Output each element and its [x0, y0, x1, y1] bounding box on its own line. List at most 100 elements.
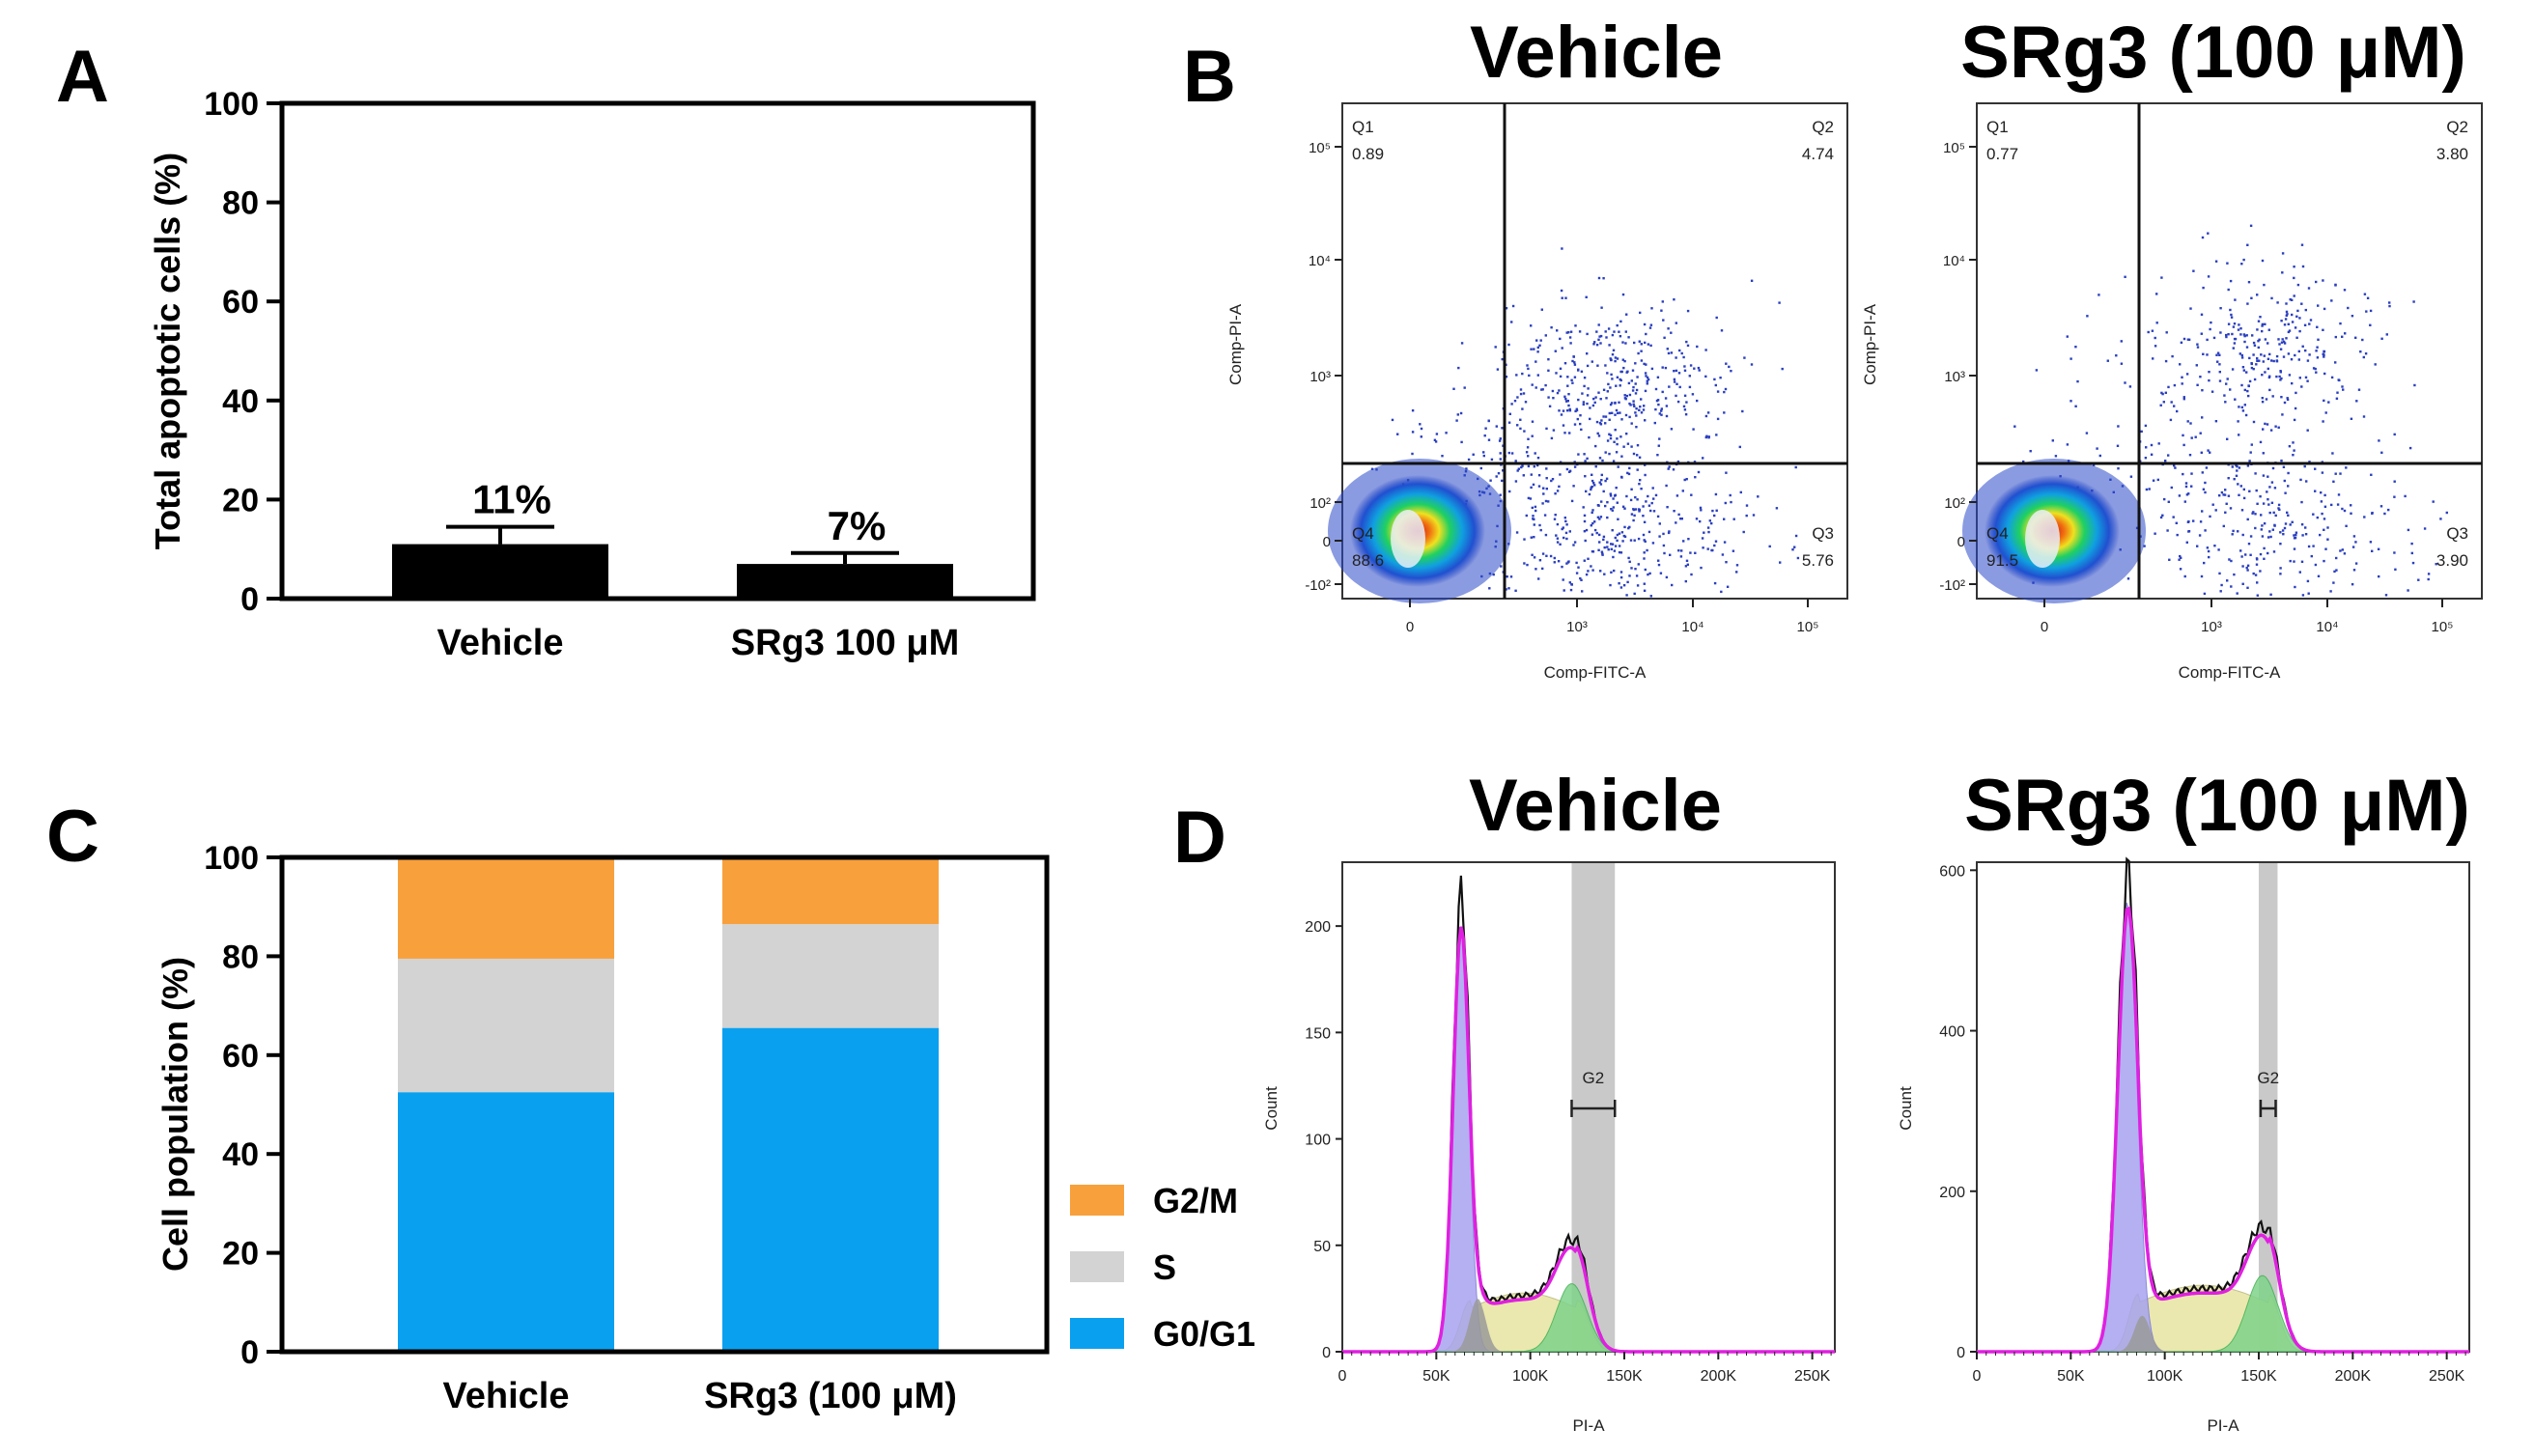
event-dot — [2254, 526, 2257, 530]
event-dot — [1649, 509, 1652, 513]
event-dot — [1552, 397, 1555, 400]
event-dot — [2359, 350, 2362, 353]
event-dot — [2124, 275, 2126, 278]
event-dot — [1720, 590, 1723, 594]
event-dot — [1435, 433, 1439, 435]
event-dot — [1618, 532, 1621, 535]
event-dot — [2287, 352, 2291, 355]
event-dot — [2216, 351, 2220, 354]
y-tick-label: 80 — [222, 185, 259, 222]
event-dot — [1565, 523, 1568, 526]
event-dot — [2330, 376, 2334, 379]
density-hole — [2025, 510, 2060, 568]
event-dot — [1614, 429, 1617, 432]
event-dot — [2304, 533, 2308, 536]
event-dot — [2326, 538, 2329, 541]
event-dot — [1628, 466, 1631, 470]
event-dot — [2285, 310, 2289, 314]
event-dot — [1615, 487, 1618, 490]
event-dot — [1690, 573, 1693, 576]
event-dot — [2218, 363, 2221, 366]
event-dot — [1680, 549, 1683, 552]
event-dot — [1569, 588, 1573, 592]
y-axis-label: Count — [1897, 1086, 1915, 1131]
event-dot — [1531, 553, 1534, 556]
event-dot — [2254, 513, 2257, 516]
event-dot — [2256, 502, 2259, 505]
event-dot — [1714, 540, 1718, 543]
event-dot — [1648, 326, 1652, 329]
event-dot — [2334, 284, 2337, 287]
event-dot — [1604, 364, 1607, 367]
x-axis-label: PI-A — [1572, 1416, 1605, 1435]
event-dot — [1556, 537, 1560, 540]
event-dot — [2271, 466, 2275, 470]
event-dot — [2308, 461, 2311, 463]
event-dot — [1583, 514, 1587, 518]
event-dot — [2167, 385, 2170, 389]
event-dot — [1638, 483, 1641, 486]
event-dot — [1484, 427, 1487, 430]
event-dot — [1617, 411, 1619, 415]
event-dot — [2201, 236, 2205, 239]
event-dot — [2279, 378, 2282, 381]
event-dot — [2347, 306, 2350, 310]
event-dot — [2232, 347, 2235, 350]
event-dot — [1694, 551, 1697, 554]
event-dot — [2300, 302, 2303, 305]
event-dot — [1629, 498, 1633, 502]
event-dot — [2098, 294, 2100, 296]
event-dot — [1540, 308, 1543, 311]
event-dot — [2170, 486, 2173, 490]
quadrant-name: Q3 — [2446, 524, 2468, 543]
event-dot — [1586, 364, 1590, 368]
event-dot — [2190, 485, 2193, 488]
event-dot — [2214, 509, 2217, 512]
event-dot — [1573, 363, 1577, 366]
event-dot — [1675, 382, 1678, 385]
panel-b-plot-vehicle: VehicleQ10.89Q24.74Q35.76Q488.6-10²010²1… — [1226, 12, 1848, 682]
x-axis-label: Comp-FITC-A — [2179, 663, 2281, 682]
event-dot — [1545, 467, 1548, 470]
event-dot — [1589, 406, 1591, 409]
event-dot — [2252, 341, 2256, 345]
event-dot — [2168, 558, 2171, 561]
event-dot — [1724, 387, 1728, 391]
event-dot — [2229, 279, 2233, 283]
event-dot — [1624, 398, 1627, 401]
event-dot — [2215, 353, 2218, 356]
event-dot — [2120, 362, 2124, 365]
y-tick-label: 80 — [222, 938, 259, 975]
event-dot — [1612, 506, 1615, 509]
event-dot — [1568, 407, 1571, 411]
event-dot — [2234, 398, 2237, 401]
event-dot — [2256, 294, 2259, 296]
event-dot — [1645, 363, 1647, 366]
event-dot — [1635, 388, 1639, 392]
event-dot — [1556, 522, 1560, 526]
event-dot — [2189, 422, 2192, 425]
event-dot — [1675, 322, 1677, 324]
event-dot — [2231, 533, 2234, 536]
event-dot — [1745, 514, 1748, 518]
event-dot — [1595, 344, 1599, 347]
event-dot — [2203, 561, 2206, 565]
event-dot — [2278, 508, 2281, 512]
event-dot — [2173, 383, 2177, 387]
event-dot — [2261, 535, 2265, 538]
event-dot — [1534, 568, 1537, 571]
event-dot — [1572, 544, 1575, 546]
event-dot — [2199, 432, 2202, 434]
event-dot — [1499, 493, 1502, 496]
event-dot — [2301, 265, 2305, 268]
event-dot — [1582, 401, 1586, 404]
event-dot — [2262, 474, 2266, 477]
event-dot — [1699, 506, 1703, 510]
event-dot — [2332, 581, 2335, 584]
event-dot — [2261, 401, 2265, 404]
event-dot — [2240, 263, 2243, 266]
event-dot — [1583, 530, 1587, 533]
event-dot — [1602, 490, 1605, 493]
event-dot — [1725, 362, 1728, 365]
event-dot — [1619, 320, 1622, 323]
